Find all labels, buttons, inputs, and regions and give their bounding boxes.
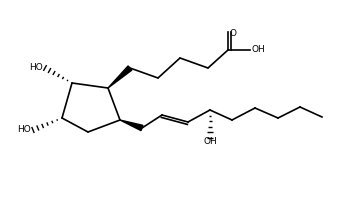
Text: HO: HO xyxy=(17,125,31,133)
Polygon shape xyxy=(120,120,143,131)
Polygon shape xyxy=(108,66,132,88)
Text: OH: OH xyxy=(203,137,217,146)
Text: HO: HO xyxy=(29,64,43,72)
Text: O: O xyxy=(229,28,236,38)
Text: OH: OH xyxy=(251,46,265,54)
